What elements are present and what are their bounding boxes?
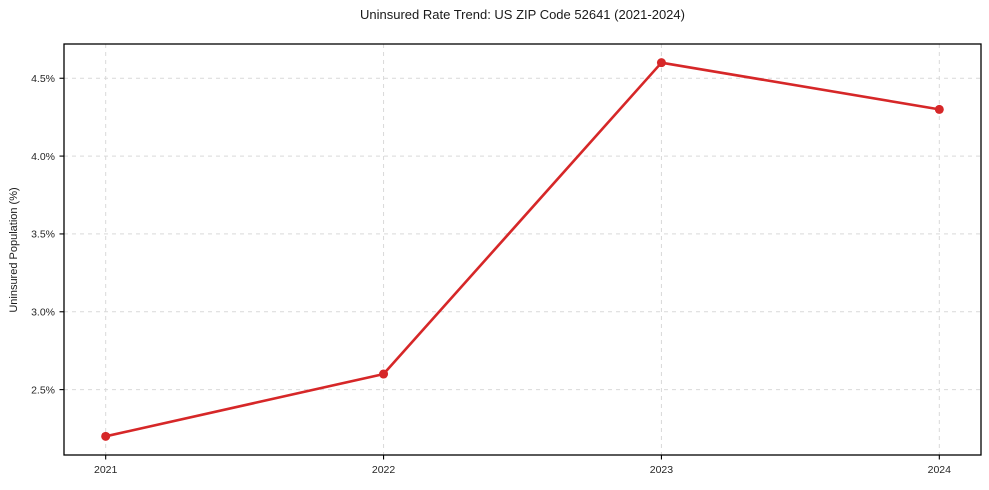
data-point (934, 104, 944, 114)
data-point (379, 369, 389, 379)
y-tick-label: 3.5% (31, 229, 55, 241)
y-tick-label: 3.0% (31, 306, 55, 318)
plot-frame (63, 43, 982, 456)
y-tick-label: 4.0% (31, 151, 55, 163)
x-tick-label: 2024 (928, 464, 952, 476)
chart-title: Uninsured Rate Trend: US ZIP Code 52641 … (360, 7, 685, 22)
y-tick-label: 2.5% (31, 384, 55, 396)
x-tick-label: 2022 (372, 464, 396, 476)
x-tick-label: 2021 (94, 464, 118, 476)
x-tick-label: 2023 (650, 464, 674, 476)
y-tick-label: 4.5% (31, 73, 55, 85)
data-point (101, 431, 111, 441)
trend-line (104, 61, 941, 438)
data-point (656, 58, 666, 68)
